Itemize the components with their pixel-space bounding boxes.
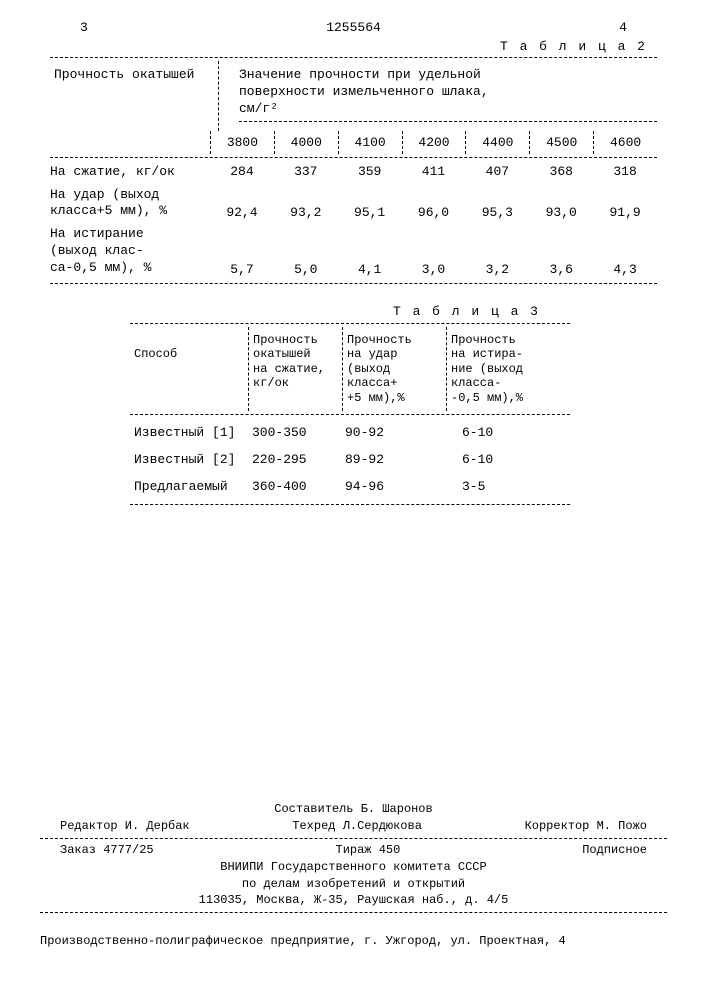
divider bbox=[50, 57, 657, 58]
footer-block: Составитель Б. Шаронов Редактор И. Дерба… bbox=[0, 801, 707, 950]
divider bbox=[40, 838, 667, 839]
table2-row: На удар (выход класса+5 мм), % 92,4 93,2… bbox=[50, 187, 657, 221]
table2-cell: 3,2 bbox=[465, 262, 529, 277]
divider bbox=[130, 323, 570, 324]
divider bbox=[50, 283, 657, 284]
table3-header-c3: Прочность на удар (выход класса+ +5 мм),… bbox=[343, 327, 447, 411]
table2-cell: 93,2 bbox=[274, 205, 338, 220]
table2-cell: 4,1 bbox=[338, 262, 402, 277]
document-number: 1255564 bbox=[326, 20, 381, 35]
page-right-number: 4 bbox=[619, 20, 627, 35]
table3-caption: Т а б л и ц а 3 bbox=[130, 304, 570, 319]
table2-cell: 318 bbox=[593, 164, 657, 181]
org-line1: ВНИИПИ Государственного комитета СССР bbox=[40, 859, 667, 876]
table3-row: Известный [2] 220-295 89-92 6-10 bbox=[130, 450, 570, 469]
table3-header-c2: Прочность окатышей на сжатие, кг/ок bbox=[249, 327, 343, 411]
table2-caption: Т а б л и ц а 2 bbox=[50, 39, 657, 54]
table2-column-headers: 3800 4000 4100 4200 4400 4500 4600 bbox=[50, 131, 657, 154]
table2-cell: 407 bbox=[465, 164, 529, 181]
table3-cell: 3-5 bbox=[444, 477, 566, 496]
table2-values-header-line2: поверхности измельченного шлака, bbox=[239, 84, 657, 101]
techred-line: Техред Л.Сердюкова bbox=[292, 818, 422, 835]
table3-header-c1: Способ bbox=[130, 327, 249, 411]
org-line3: 113035, Москва, Ж-35, Раушская наб., д. … bbox=[40, 892, 667, 909]
table2-row: На истирание (выход клас- са-0,5 мм), % … bbox=[50, 226, 657, 277]
table2-cell: 95,3 bbox=[465, 205, 529, 220]
table2-values-header-line1: Значение прочности при удельной bbox=[239, 67, 657, 84]
table2-cell: 91,9 bbox=[593, 205, 657, 220]
table2-rowheader-title: Прочность окатышей bbox=[50, 61, 219, 131]
order-line: Заказ 4777/25 bbox=[60, 842, 154, 859]
table2-col-6: 4600 bbox=[594, 131, 657, 154]
table3-cell: 360-400 bbox=[248, 477, 341, 496]
table2-cell: 93,0 bbox=[529, 205, 593, 220]
table2-cell: 96,0 bbox=[402, 205, 466, 220]
table2-cell: 4,3 bbox=[593, 262, 657, 277]
table2-cell: 359 bbox=[338, 164, 402, 181]
table2-cell: 92,4 bbox=[210, 205, 274, 220]
table3-cell: 89-92 bbox=[341, 450, 444, 469]
table2-col-2: 4100 bbox=[339, 131, 403, 154]
table2-col-1: 4000 bbox=[275, 131, 339, 154]
table2-cell: 411 bbox=[402, 164, 466, 181]
production-line: Производственно-полиграфическое предприя… bbox=[40, 933, 667, 950]
table2-row-label: На удар (выход класса+5 мм), % bbox=[50, 187, 210, 221]
subscr-line: Подписное bbox=[582, 842, 647, 859]
table2-cell: 95,1 bbox=[338, 205, 402, 220]
table2-values-header-line3: см/г² bbox=[239, 101, 657, 118]
table3-cell: Известный [2] bbox=[130, 450, 248, 469]
divider bbox=[239, 121, 657, 122]
table2-cell: 3,6 bbox=[529, 262, 593, 277]
table3: Т а б л и ц а 3 Способ Прочность окатыше… bbox=[130, 304, 570, 505]
divider bbox=[40, 912, 667, 913]
table2-cell: 368 bbox=[529, 164, 593, 181]
compiler-line: Составитель Б. Шаронов bbox=[40, 801, 667, 818]
tirazh-line: Тираж 450 bbox=[336, 842, 401, 859]
table2-col-5: 4500 bbox=[530, 131, 594, 154]
org-line2: по делам изобретений и открытий bbox=[40, 876, 667, 893]
table3-cell: Предлагаемый bbox=[130, 477, 248, 496]
table2-row-label: На истирание (выход клас- са-0,5 мм), % bbox=[50, 226, 210, 277]
table2-col-4: 4400 bbox=[466, 131, 530, 154]
table3-cell: 6-10 bbox=[444, 423, 566, 442]
divider bbox=[50, 157, 657, 158]
editor-line: Редактор И. Дербак bbox=[60, 818, 190, 835]
table3-header-row: Способ Прочность окатышей на сжатие, кг/… bbox=[130, 327, 570, 411]
table2-cell: 3,0 bbox=[402, 262, 466, 277]
table2-row: На сжатие, кг/ок 284 337 359 411 407 368… bbox=[50, 164, 657, 181]
table2-col-3: 4200 bbox=[403, 131, 467, 154]
divider bbox=[130, 504, 570, 505]
table3-cell: 94-96 bbox=[341, 477, 444, 496]
table2-header: Прочность окатышей Значение прочности пр… bbox=[50, 61, 657, 131]
table3-cell: 90-92 bbox=[341, 423, 444, 442]
table3-cell: 300-350 bbox=[248, 423, 341, 442]
table2-cell: 284 bbox=[210, 164, 274, 181]
table2-cell: 5,7 bbox=[210, 262, 274, 277]
page-left-number: 3 bbox=[80, 20, 88, 35]
table2-row-label: На сжатие, кг/ок bbox=[50, 164, 210, 181]
corrector-line: Корректор М. Пожо bbox=[525, 818, 647, 835]
table3-row: Предлагаемый 360-400 94-96 3-5 bbox=[130, 477, 570, 496]
table3-cell: Известный [1] bbox=[130, 423, 248, 442]
table2-col-0: 3800 bbox=[211, 131, 275, 154]
table3-row: Известный [1] 300-350 90-92 6-10 bbox=[130, 423, 570, 442]
table3-cell: 6-10 bbox=[444, 450, 566, 469]
table3-cell: 220-295 bbox=[248, 450, 341, 469]
table2-cell: 5,0 bbox=[274, 262, 338, 277]
divider bbox=[130, 414, 570, 415]
table2-cell: 337 bbox=[274, 164, 338, 181]
table3-header-c4: Прочность на истира- ние (выход класса- … bbox=[447, 327, 555, 411]
